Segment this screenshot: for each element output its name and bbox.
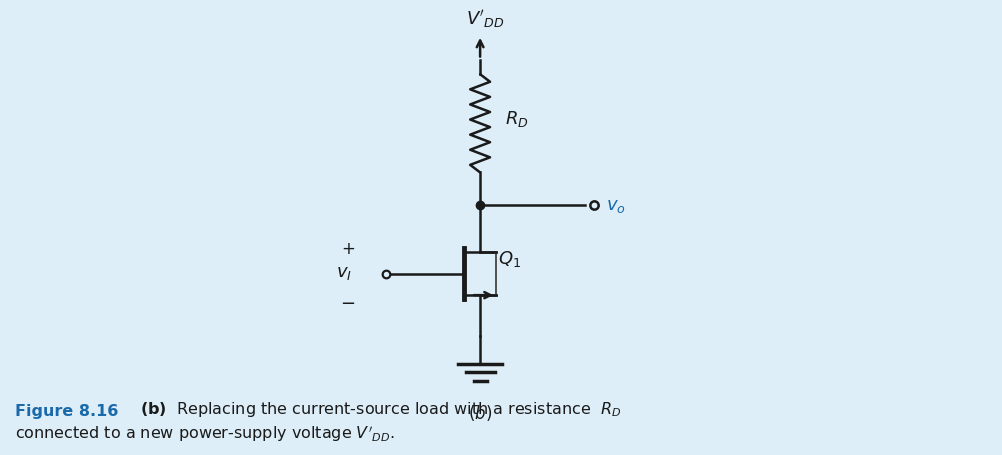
Text: $v_o$: $v_o$ [606, 197, 626, 214]
Text: connected to a new power-supply voltage $V'_{DD}$.: connected to a new power-supply voltage … [15, 423, 395, 443]
Text: $\mathbf{(b)}$  Replacing the current-source load with a resistance  $R_D$: $\mathbf{(b)}$ Replacing the current-sou… [140, 399, 621, 419]
Text: $(b)$: $(b)$ [468, 402, 492, 422]
Text: Figure 8.16: Figure 8.16 [15, 404, 118, 419]
Text: $v_I$: $v_I$ [336, 263, 352, 281]
Text: $R_D$: $R_D$ [505, 109, 529, 129]
Text: $Q_1$: $Q_1$ [498, 249, 521, 269]
Text: $-$: $-$ [341, 293, 356, 310]
Text: $+$: $+$ [341, 240, 355, 257]
Text: $V'_{DD}$: $V'_{DD}$ [466, 8, 504, 30]
